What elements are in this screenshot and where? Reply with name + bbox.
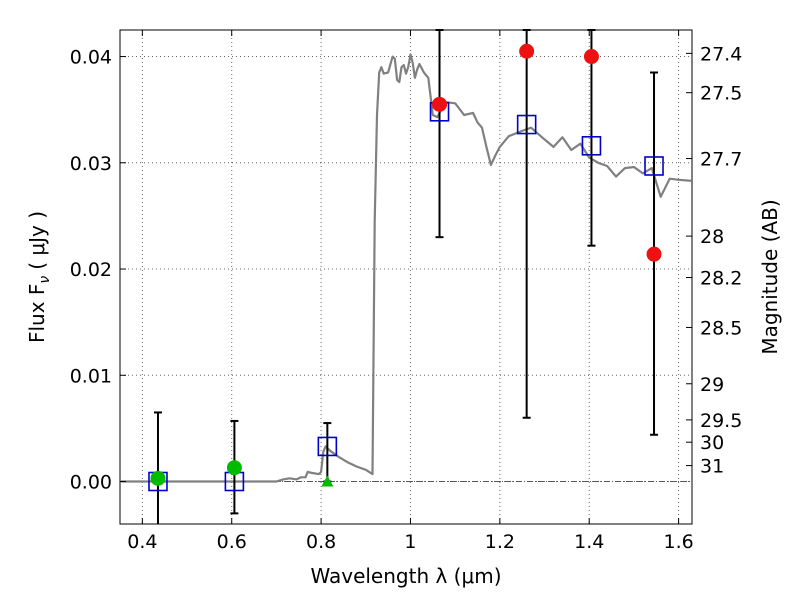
right-axis-label: Magnitude (AB) bbox=[758, 199, 782, 354]
right-tick-label: 30 bbox=[700, 432, 724, 454]
y-axis-label-main: Flux F bbox=[25, 284, 49, 343]
right-tick-label: 27.5 bbox=[700, 83, 742, 105]
model-band-square bbox=[644, 156, 664, 176]
right-tick-label: 29 bbox=[700, 374, 724, 396]
y-axis-label-units: ( μJy ) bbox=[25, 211, 49, 270]
grid-lines bbox=[120, 30, 692, 524]
upper-limit-marker bbox=[321, 475, 334, 487]
plot-frame bbox=[119, 29, 693, 525]
y-tick-label: 0.00 bbox=[70, 472, 112, 494]
y-axis-label: Flux Fν ( μJy ) bbox=[25, 211, 53, 343]
x-tick-label: 0.6 bbox=[217, 531, 247, 553]
y-axis-title: Flux Fν ( μJy ) bbox=[25, 211, 53, 343]
detection-point bbox=[646, 246, 662, 262]
detection-point bbox=[519, 43, 535, 59]
right-axis-title: Magnitude (AB) bbox=[758, 199, 782, 354]
detection-point bbox=[432, 96, 448, 112]
right-tick-label: 28 bbox=[700, 226, 724, 248]
series-layer bbox=[120, 29, 693, 524]
optical-point bbox=[150, 470, 166, 486]
x-tick-label: 1.2 bbox=[485, 531, 515, 553]
y-tick-label: 0.02 bbox=[70, 259, 112, 281]
y-tick-label: 0.03 bbox=[70, 153, 112, 175]
model-band-square bbox=[317, 436, 338, 457]
y-tick-label: 0.01 bbox=[70, 365, 112, 387]
x-tick-label: 1.4 bbox=[574, 531, 604, 553]
right-tick-label: 27.4 bbox=[700, 43, 742, 65]
right-tick-label: 28.2 bbox=[700, 268, 742, 290]
x-tick-label: 1.6 bbox=[663, 531, 693, 553]
y-axis-label-sub: ν bbox=[37, 276, 53, 284]
ticks-layer: 0.4 0.6 0.8 1 1.2 1.4 1.6 0.00 0.01 0.02 0.03 0.04 2… bbox=[70, 30, 742, 553]
right-tick-label: 29.5 bbox=[700, 410, 742, 432]
optical-point bbox=[226, 460, 242, 476]
right-tick-label: 27.7 bbox=[700, 149, 742, 171]
model-band-square bbox=[581, 135, 602, 156]
right-tick-label: 31 bbox=[700, 456, 724, 478]
detection-point bbox=[583, 49, 599, 65]
x-tick-label: 0.8 bbox=[306, 531, 336, 553]
model-band-square bbox=[516, 114, 537, 135]
y-tick-label: 0.04 bbox=[70, 47, 112, 69]
right-tick-label: 28.5 bbox=[700, 317, 742, 339]
x-tick-label: 0.4 bbox=[127, 531, 157, 553]
x-tick-label: 1 bbox=[404, 531, 416, 553]
x-axis-title: Wavelength λ (μm) bbox=[310, 564, 501, 588]
x-axis-label: Wavelength λ (μm) bbox=[310, 564, 501, 588]
model-spectrum-line bbox=[120, 53, 693, 483]
